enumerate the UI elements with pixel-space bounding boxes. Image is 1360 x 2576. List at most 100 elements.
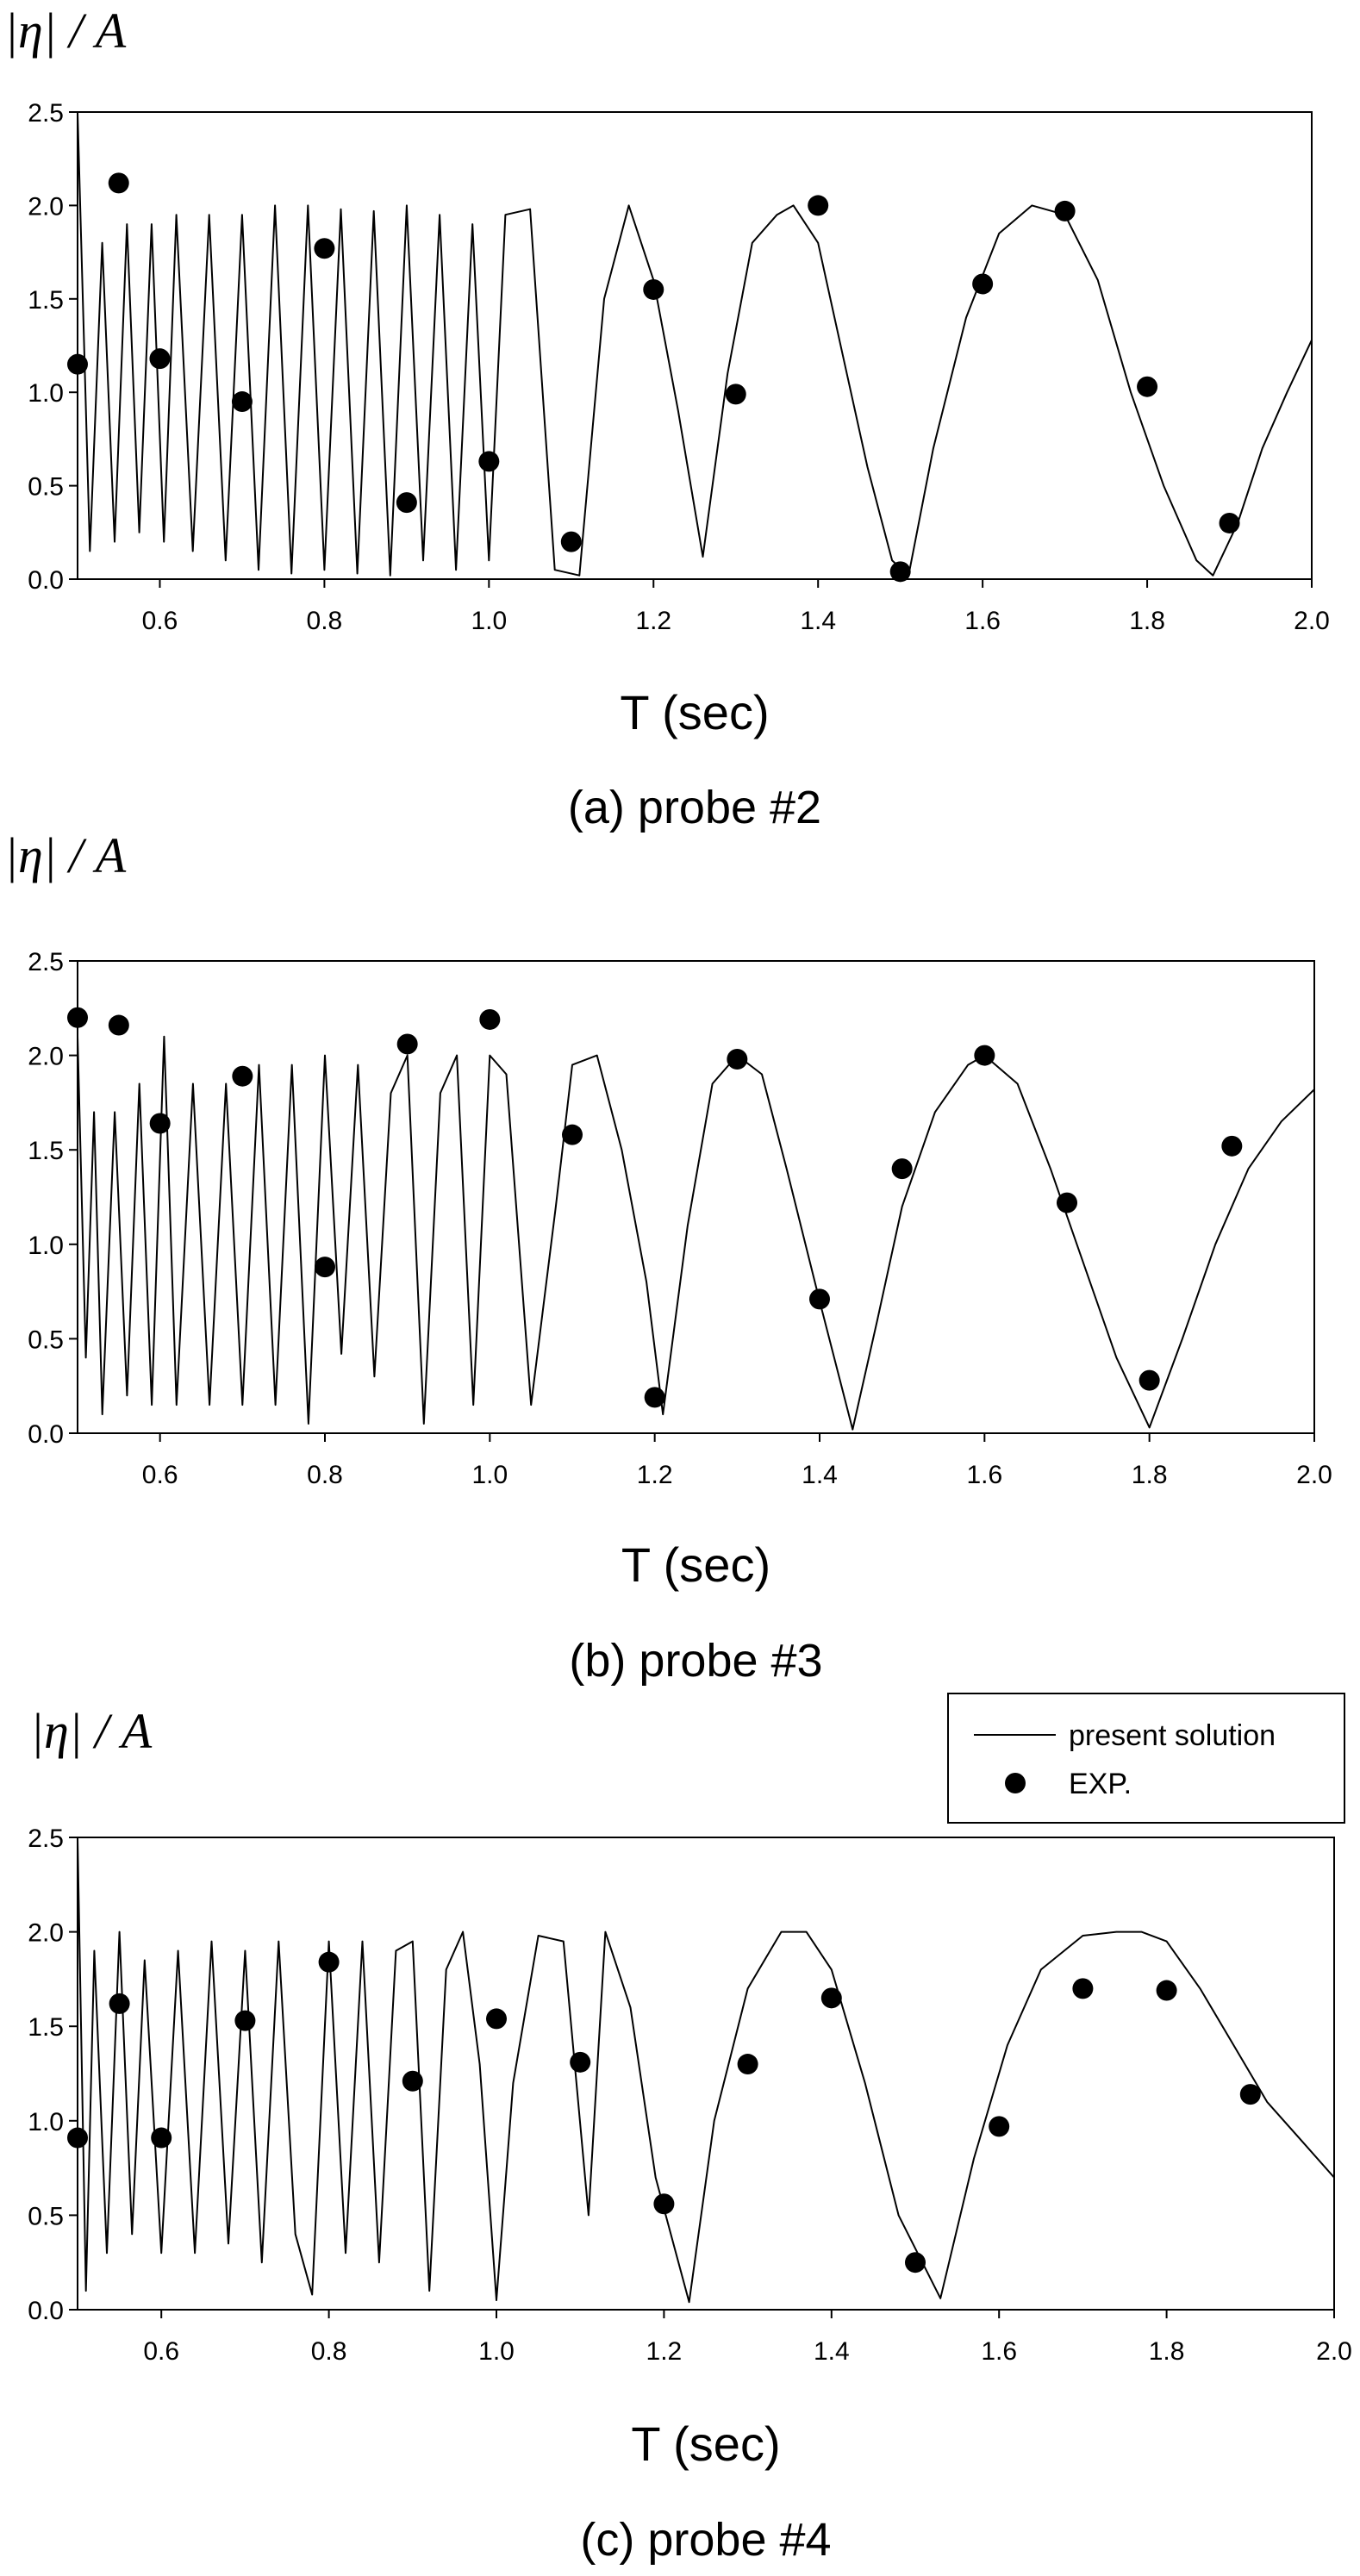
x-tick-label: 1.6 [981,2337,1017,2366]
exp-data-point [109,1993,130,2014]
series-line-present-solution [78,112,1312,577]
chart-panel-3: 0.0 0.5 1.0 1.5 2.0 2.5 0.6 0.8 1.0 1.2 1.4 1.6 1.8 2… [28,1693,1352,2566]
exp-data-point [809,1288,830,1310]
y-tick-label: 2.5 [28,99,64,128]
exp-data-point [231,391,253,413]
y-tick-label: 1.5 [28,2013,64,2042]
exp-data-point [149,348,171,370]
x-tick-label: 1.0 [471,607,507,635]
x-tick-label: 1.8 [1132,1461,1168,1489]
x-tick-label: 1.0 [471,1461,508,1489]
exp-data-point [1219,512,1240,533]
y-tick-label: 2.0 [28,1043,64,1071]
y-tick-label: 2.0 [28,1919,64,1948]
exp-data-point [1054,200,1076,221]
legend-label-line: present solution [1069,1719,1276,1752]
exp-data-point [653,2193,675,2215]
y-tick-label: 0.5 [28,473,64,502]
y-axis-label: |η| / A [4,827,127,883]
x-tick-label: 0.6 [143,2337,179,2366]
panel-caption: (c) probe #4 [580,2514,831,2566]
exp-data-point [1139,1369,1160,1391]
y-tick-label: 1.5 [28,1137,64,1165]
exp-data-point [486,2008,507,2030]
series-line-present-solution [78,1837,1334,2304]
exp-data-point [891,1158,913,1180]
y-tick-label: 1.0 [28,379,64,408]
exp-data-point [1221,1135,1243,1157]
y-tick-label: 0.0 [28,2297,64,2325]
exp-data-point [234,2010,256,2031]
chart-panel-1: 0.0 0.5 1.0 1.5 2.0 2.5 0.6 0.8 1.0 1.2 1.4 1.6 1.8 2… [4,3,1330,833]
exp-data-point [725,384,746,405]
y-tick-label: 0.0 [28,1420,64,1449]
x-tick-label: 1.2 [635,607,671,635]
y-tick-label: 0.5 [28,2202,64,2230]
x-tick-label: 2.0 [1316,2337,1352,2366]
x-tick-label: 1.2 [637,1461,673,1489]
exp-data-point [643,278,664,300]
exp-data-point [479,1008,501,1030]
x-tick-label: 1.0 [478,2337,515,2366]
exp-data-point [232,1065,253,1087]
x-axis-label: T (sec) [621,1537,770,1592]
x-tick-label: 0.8 [311,2337,347,2366]
plot-frame [77,111,1313,580]
x-tick-label: 0.8 [307,607,343,635]
y-axis-label: |η| / A [30,1703,153,1759]
x-tick-label: 2.0 [1296,1461,1332,1489]
x-tick-label: 1.4 [814,2337,850,2366]
legend-box [947,1693,1345,1824]
panel-caption: (a) probe #2 [568,782,821,833]
exp-data-point [67,2127,88,2149]
plot-frame [77,1837,1335,2311]
y-tick-label: 1.5 [28,286,64,315]
y-tick-label: 2.5 [28,948,64,976]
x-tick-label: 0.6 [142,1461,178,1489]
exp-data-point [1072,1978,1094,1999]
exp-data-point [644,1387,665,1408]
exp-data-point [808,195,829,216]
exp-data-point [737,2054,758,2075]
x-tick-label: 1.4 [800,607,836,635]
exp-data-point [315,1257,335,1278]
y-axis-label: |η| / A [4,3,127,59]
legend-marker-swatch [1005,1773,1026,1793]
exp-data-point [396,492,417,514]
exp-data-point [972,273,994,295]
exp-data-point [314,238,335,259]
exp-data-point [149,1113,171,1134]
exp-data-point [1137,376,1158,397]
exp-data-point [396,1033,418,1055]
exp-data-point [570,2051,591,2073]
exp-data-point [905,2252,926,2273]
legend-label-points: EXP. [1069,1768,1132,1800]
y-tick-label: 0.5 [28,1325,64,1354]
x-tick-label: 1.8 [1149,2337,1185,2366]
exp-data-point [1057,1192,1077,1213]
y-tick-label: 0.0 [28,566,64,595]
exp-data-point [974,1045,995,1066]
exp-data-point [1239,2084,1261,2105]
exp-data-point [478,451,500,472]
y-tick-label: 1.0 [28,1232,64,1260]
y-tick-label: 2.0 [28,192,64,221]
x-tick-label: 1.6 [964,607,1001,635]
exp-data-point [820,1987,842,2009]
exp-data-point [108,172,129,194]
chart-panel-2: 0.0 0.5 1.0 1.5 2.0 2.5 0.6 0.8 1.0 1.2 1.4 1.6 1.8 2… [4,827,1332,1687]
exp-data-point [108,1014,129,1036]
x-tick-label: 1.6 [966,1461,1002,1489]
exp-data-point [560,531,582,552]
panel-caption: (b) probe #3 [569,1635,822,1687]
x-tick-label: 1.2 [646,2337,683,2366]
plot-frame [77,960,1315,1434]
y-tick-label: 1.0 [28,2108,64,2136]
x-axis-label: T (sec) [631,2417,780,2471]
x-tick-label: 0.6 [142,607,178,635]
exp-data-point [402,2070,423,2092]
y-tick-label: 2.5 [28,1824,64,1853]
x-tick-label: 0.8 [307,1461,343,1489]
exp-data-point [989,2116,1010,2137]
